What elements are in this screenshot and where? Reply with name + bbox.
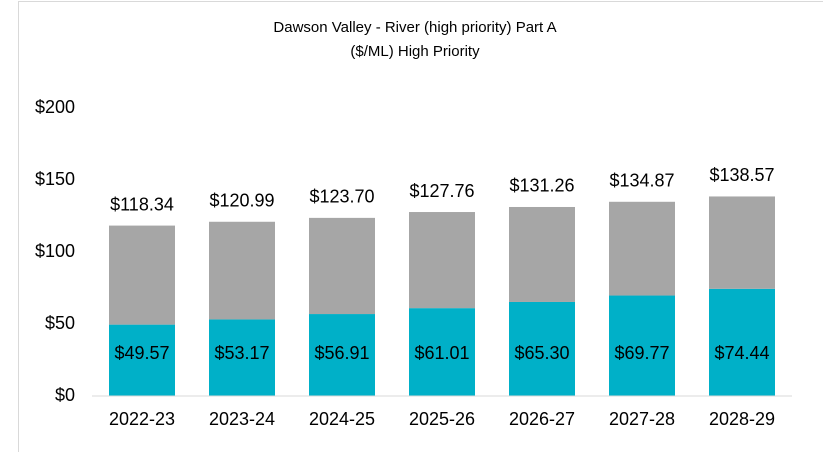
total-label: $120.99 xyxy=(209,191,274,211)
y-tick-label: $0 xyxy=(55,385,75,405)
total-label: $134.87 xyxy=(609,171,674,191)
data-label: $65.30 xyxy=(514,343,569,363)
bar-segment xyxy=(709,196,775,289)
x-tick-label: 2025-26 xyxy=(409,409,475,429)
x-tick-label: 2023-24 xyxy=(209,409,275,429)
bar-segment xyxy=(109,225,175,325)
chart-title: ($/ML) High Priority xyxy=(350,43,480,60)
bar-segment xyxy=(409,308,475,396)
bar-segment xyxy=(309,217,375,315)
x-tick-label: 2022-23 xyxy=(109,409,175,429)
total-label: $127.76 xyxy=(409,181,474,201)
data-label: $74.44 xyxy=(714,343,769,363)
bar-segment xyxy=(609,295,675,396)
bar-segment xyxy=(609,201,675,296)
y-tick-label: $50 xyxy=(45,313,75,333)
data-label: $53.17 xyxy=(214,343,269,363)
bar-segment xyxy=(209,221,275,320)
x-tick-label: 2026-27 xyxy=(509,409,575,429)
bar-segment xyxy=(109,324,175,396)
bar-segment xyxy=(209,319,275,396)
total-label: $118.34 xyxy=(110,194,174,214)
bar-segment xyxy=(309,314,375,396)
data-label: $61.01 xyxy=(414,343,469,363)
total-label: $138.57 xyxy=(709,165,774,185)
y-tick-label: $200 xyxy=(35,97,75,117)
chart-border xyxy=(18,1,823,452)
total-label: $131.26 xyxy=(509,176,574,196)
data-label: $56.91 xyxy=(314,343,369,363)
total-label: $123.70 xyxy=(309,187,374,207)
bar-segment xyxy=(509,206,575,302)
y-tick-label: $150 xyxy=(35,169,75,189)
x-tick-label: 2024-25 xyxy=(309,409,375,429)
chart-title: Dawson Valley - River (high priority) Pa… xyxy=(273,19,556,36)
bar-segment xyxy=(509,301,575,396)
bar-segment xyxy=(409,212,475,309)
y-tick-label: $100 xyxy=(35,241,75,261)
bar-segment xyxy=(709,288,775,396)
data-label: $49.57 xyxy=(114,343,169,363)
x-tick-label: 2027-28 xyxy=(609,409,675,429)
data-label: $69.77 xyxy=(614,343,669,363)
x-tick-label: 2028-29 xyxy=(709,409,775,429)
